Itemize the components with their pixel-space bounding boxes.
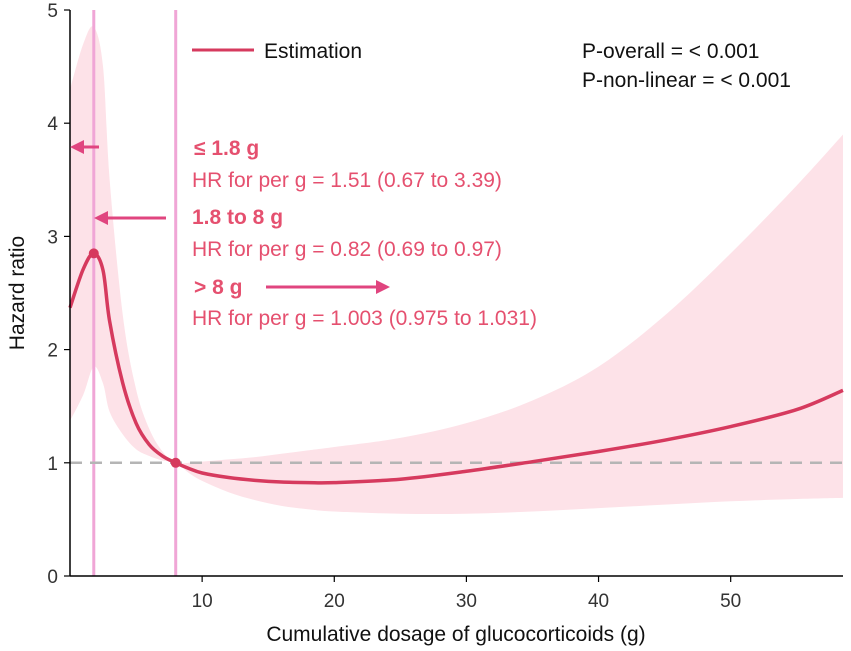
- knot-point-2: [170, 457, 181, 468]
- estimation-curve: [68, 251, 844, 485]
- segment-2-range: 1.8 to 8 g: [192, 206, 283, 229]
- x-axis-ticks: 10 20 30 40 50: [192, 576, 741, 612]
- x-tick-label-40: 40: [588, 591, 609, 612]
- y-tick-label-4: 4: [47, 114, 58, 135]
- confidence-band: [70, 26, 843, 515]
- x-axis-title: Cumulative dosage of glucocorticoids (g): [266, 623, 645, 646]
- x-tick-label-30: 30: [456, 591, 477, 612]
- x-tick-label-50: 50: [720, 591, 741, 612]
- knot-points: [88, 248, 181, 468]
- segment-2-hr: HR for per g = 0.82 (0.69 to 0.97): [192, 238, 502, 261]
- y-axis-ticks: 0 1 2 3 4 5: [47, 1, 70, 588]
- knot-point-1: [88, 248, 99, 259]
- p-nonlinear-text: P-non-linear = < 0.001: [582, 69, 791, 92]
- legend-label: Estimation: [264, 40, 362, 63]
- y-tick-label-5: 5: [47, 1, 58, 22]
- arrow-left-segment-2: [94, 211, 166, 225]
- y-tick-label-3: 3: [47, 227, 58, 248]
- p-overall-text: P-overall = < 0.001: [582, 40, 759, 63]
- arrow-right-segment-3: [266, 280, 390, 294]
- segment-3-hr: HR for per g = 1.003 (0.975 to 1.031): [192, 307, 537, 330]
- y-tick-label-2: 2: [47, 341, 58, 362]
- y-axis-title: Hazard ratio: [6, 236, 29, 350]
- y-tick-label-1: 1: [47, 454, 58, 475]
- segment-1-hr: HR for per g = 1.51 (0.67 to 3.39): [192, 169, 502, 192]
- x-tick-label-20: 20: [324, 591, 345, 612]
- arrow-left-segment-1: [70, 140, 99, 154]
- y-tick-label-0: 0: [47, 567, 58, 588]
- x-tick-label-10: 10: [192, 591, 213, 612]
- segment-3-range: > 8 g: [194, 276, 242, 299]
- segment-1-range: ≤ 1.8 g: [194, 137, 259, 160]
